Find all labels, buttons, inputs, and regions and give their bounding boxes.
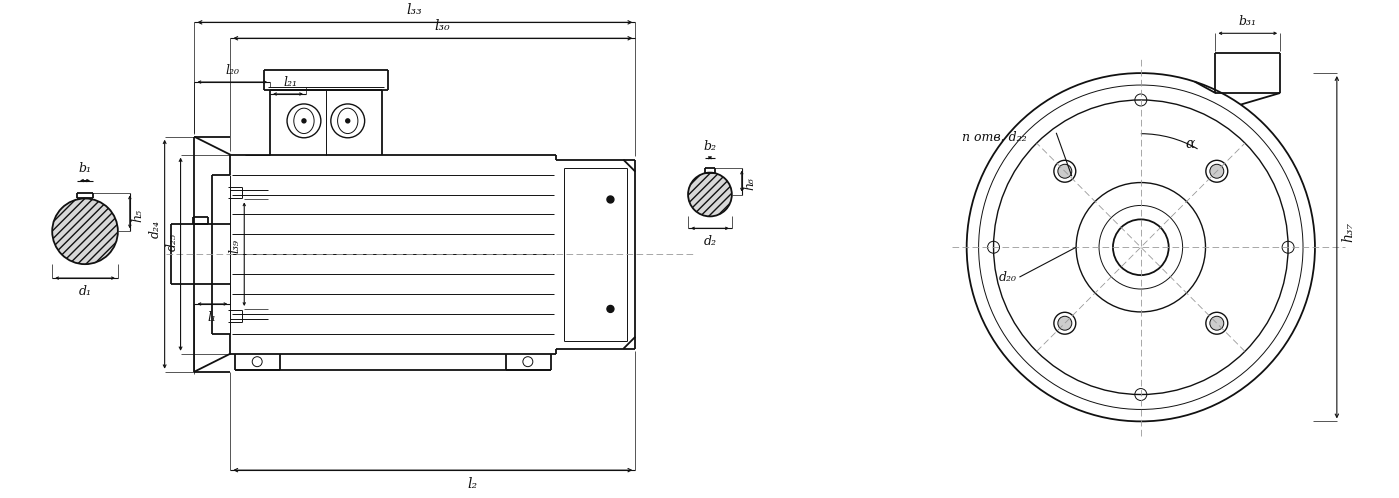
Circle shape xyxy=(1058,316,1072,330)
Text: l₃₃: l₃₃ xyxy=(407,3,422,17)
Circle shape xyxy=(302,119,306,123)
Text: l₂₀: l₂₀ xyxy=(225,64,239,77)
Text: d₂₅: d₂₅ xyxy=(165,233,179,251)
Text: l₁: l₁ xyxy=(208,311,217,324)
Text: d₂: d₂ xyxy=(704,235,716,249)
Circle shape xyxy=(688,173,732,217)
Text: d₂₄: d₂₄ xyxy=(148,220,162,239)
Circle shape xyxy=(1210,164,1224,178)
Text: h₅: h₅ xyxy=(132,209,145,222)
Text: l₂: l₂ xyxy=(467,477,477,491)
Text: b₂: b₂ xyxy=(704,140,716,153)
Text: d₂₀: d₂₀ xyxy=(999,270,1017,283)
Text: d₁: d₁ xyxy=(78,285,91,298)
Circle shape xyxy=(1058,164,1072,178)
Text: b₃₁: b₃₁ xyxy=(1238,15,1256,28)
Text: α: α xyxy=(1186,137,1195,151)
Circle shape xyxy=(607,305,614,312)
Circle shape xyxy=(346,119,350,123)
Circle shape xyxy=(52,199,118,264)
Circle shape xyxy=(1210,316,1224,330)
Text: l₂₁: l₂₁ xyxy=(283,76,297,89)
Text: n отв. d₂₂: n отв. d₂₂ xyxy=(961,131,1027,144)
Circle shape xyxy=(607,196,614,203)
Text: l₃₉: l₃₉ xyxy=(228,239,241,253)
Text: l₃₀: l₃₀ xyxy=(435,19,450,33)
Text: h₆: h₆ xyxy=(744,177,757,190)
Text: h₃₇: h₃₇ xyxy=(1342,222,1356,243)
Text: b₁: b₁ xyxy=(78,161,91,175)
